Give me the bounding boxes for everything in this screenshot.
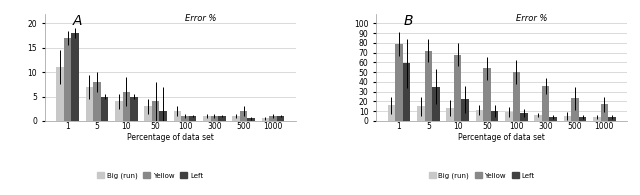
Bar <box>520 113 528 121</box>
Bar <box>550 117 557 121</box>
Bar <box>144 106 152 121</box>
Bar <box>93 82 100 121</box>
Bar <box>564 116 572 121</box>
X-axis label: Percentage of data set: Percentage of data set <box>458 133 545 142</box>
Bar <box>396 44 403 121</box>
X-axis label: Percentage of data set: Percentage of data set <box>127 133 214 142</box>
Bar <box>248 119 255 121</box>
Bar <box>130 97 138 121</box>
Bar <box>491 111 499 121</box>
Bar <box>593 117 600 121</box>
Bar <box>56 67 64 121</box>
Bar <box>122 92 130 121</box>
Bar <box>159 111 167 121</box>
Bar <box>100 97 108 121</box>
Text: B: B <box>404 14 413 28</box>
Bar <box>232 116 240 121</box>
Bar <box>181 116 189 121</box>
Bar <box>483 68 491 121</box>
Bar <box>72 33 79 121</box>
Bar <box>152 101 159 121</box>
Legend: Big (run), Yellow, Left: Big (run), Yellow, Left <box>426 170 537 182</box>
Bar <box>189 116 196 121</box>
Text: A: A <box>73 14 82 28</box>
Bar <box>446 108 454 121</box>
Bar <box>115 101 122 121</box>
Bar <box>505 112 513 121</box>
Bar <box>417 106 424 121</box>
Bar <box>608 117 616 121</box>
Bar <box>240 111 248 121</box>
Bar <box>600 104 608 121</box>
Bar <box>513 72 520 121</box>
Bar <box>262 119 269 121</box>
Bar <box>432 87 440 121</box>
Bar <box>276 116 284 121</box>
Bar <box>572 98 579 121</box>
Bar <box>403 63 410 121</box>
Bar <box>269 116 276 121</box>
Bar <box>388 105 396 121</box>
Bar <box>454 55 461 121</box>
Bar <box>461 99 469 121</box>
Legend: Big (run), Yellow, Left: Big (run), Yellow, Left <box>95 170 206 182</box>
Bar <box>173 111 181 121</box>
Text: Error %: Error % <box>516 14 548 23</box>
Bar <box>218 116 226 121</box>
Bar <box>579 117 586 121</box>
Text: Error %: Error % <box>185 14 216 23</box>
Bar <box>542 86 550 121</box>
Bar <box>424 51 432 121</box>
Bar <box>64 38 72 121</box>
Bar <box>86 87 93 121</box>
Bar <box>203 116 211 121</box>
Bar <box>211 116 218 121</box>
Bar <box>534 115 542 121</box>
Bar <box>476 110 483 121</box>
